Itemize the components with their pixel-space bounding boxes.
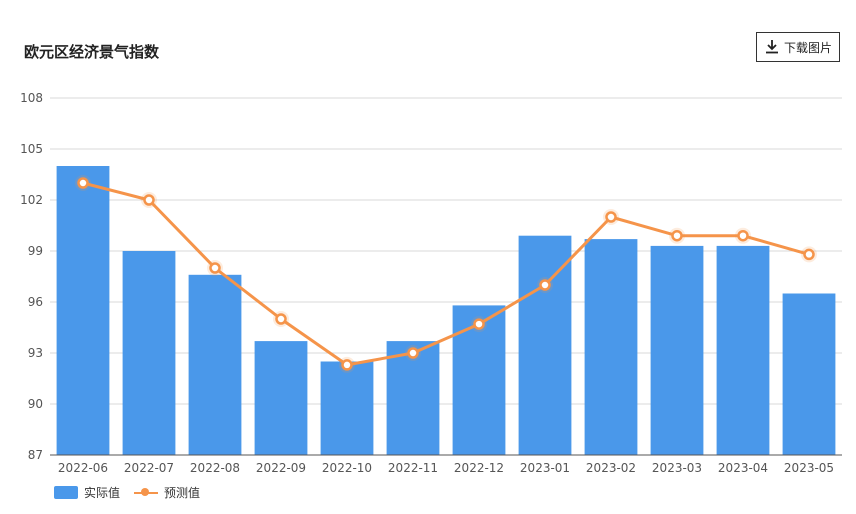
x-tick-label: 2023-03 <box>652 461 702 475</box>
forecast-point <box>605 211 617 223</box>
x-tick-label: 2022-06 <box>58 461 108 475</box>
bar <box>320 361 374 455</box>
x-tick-label: 2023-02 <box>586 461 636 475</box>
legend-swatch-line <box>134 486 159 499</box>
forecast-point <box>671 229 683 242</box>
download-image-label: 下载图片 <box>783 40 832 55</box>
y-tick-label: 93 <box>28 346 43 360</box>
forecast-point <box>473 318 485 330</box>
forecast-point <box>143 194 155 206</box>
download-image-button[interactable]: 下载图片 <box>756 32 840 62</box>
forecast-point <box>77 177 89 189</box>
legend-swatch-bar <box>54 486 78 499</box>
x-tick-label: 2022-09 <box>256 461 306 475</box>
x-tick-label: 2022-11 <box>388 461 438 475</box>
bar <box>254 341 308 455</box>
legend-label-forecast: 预测值 <box>164 486 201 500</box>
bar <box>56 166 110 455</box>
forecast-point <box>341 359 353 371</box>
bar <box>122 251 176 455</box>
forecast-point <box>275 313 287 325</box>
x-tick-label: 2023-01 <box>520 461 570 475</box>
y-tick-label: 99 <box>28 244 43 258</box>
forecast-line <box>82 181 810 367</box>
y-tick-label: 96 <box>28 295 43 309</box>
bar <box>386 341 440 455</box>
x-tick-label: 2022-08 <box>190 461 240 475</box>
forecast-point <box>407 347 419 359</box>
y-tick-label: 90 <box>28 397 43 411</box>
forecast-point <box>737 229 749 242</box>
bar <box>650 245 704 455</box>
download-icon <box>765 40 778 54</box>
x-tick-label: 2023-04 <box>718 461 768 475</box>
x-tick-label: 2022-10 <box>322 461 372 475</box>
legend: 实际值 预测值 <box>54 484 200 501</box>
forecast-point <box>803 248 815 261</box>
x-tick-label: 2022-07 <box>124 461 174 475</box>
bar <box>782 293 836 455</box>
bar <box>188 274 242 455</box>
bar <box>584 239 638 455</box>
forecast-point <box>209 262 221 274</box>
y-tick-label: 87 <box>28 448 43 462</box>
legend-label-actual: 实际值 <box>84 486 121 500</box>
legend-item-forecast[interactable]: 预测值 <box>134 484 200 501</box>
bar <box>716 245 770 455</box>
y-tick-label: 102 <box>20 193 43 207</box>
chart-title: 欧元区经济景气指数 <box>24 43 160 61</box>
y-tick-label: 108 <box>20 91 43 105</box>
bar <box>518 235 572 455</box>
forecast-point <box>539 279 551 291</box>
x-tick-label: 2022-12 <box>454 461 504 475</box>
x-tick-label: 2023-05 <box>784 461 834 475</box>
legend-item-actual[interactable]: 实际值 <box>54 484 120 501</box>
y-tick-label: 105 <box>20 142 43 156</box>
